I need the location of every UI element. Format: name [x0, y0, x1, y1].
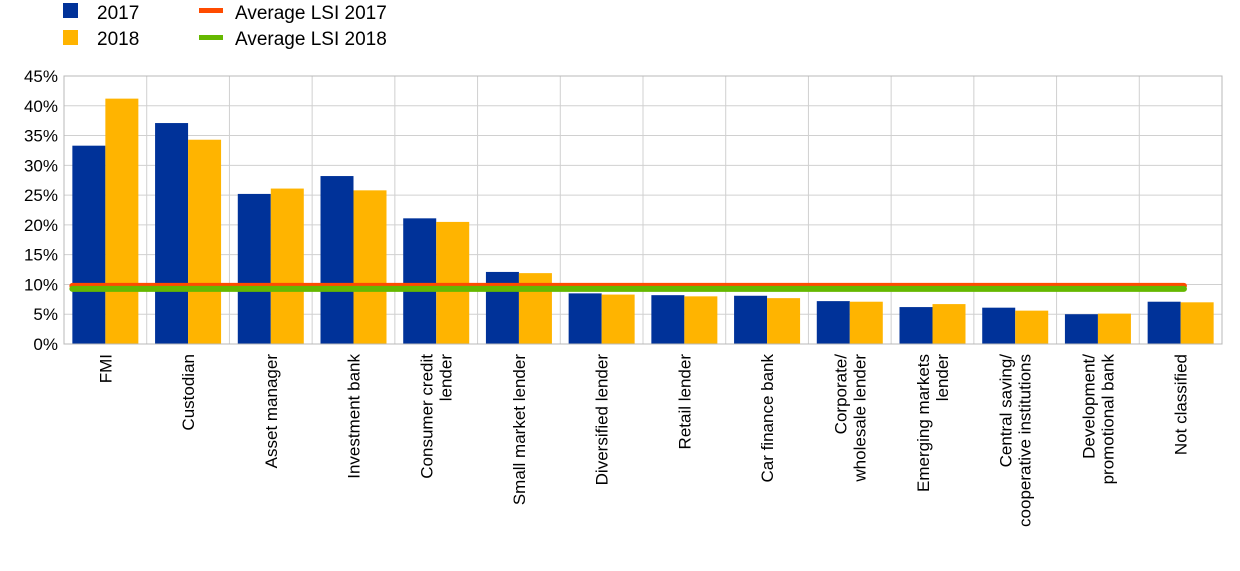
y-tick-label: 45%: [24, 67, 58, 86]
bars: [72, 98, 1214, 345]
x-tick-label: FMI: [96, 354, 115, 383]
x-tick-label-line: Investment bank: [345, 354, 364, 479]
x-tick-label-line: Custodian: [179, 354, 198, 431]
bar-2018: [767, 298, 801, 344]
x-tick-label-line: Small market lender: [510, 354, 529, 506]
x-tick-label: Investment bank: [345, 354, 364, 479]
legend-label-average-lsi-2017: Average LSI 2017: [235, 3, 387, 24]
x-tick-label-line: Consumer credit: [418, 354, 437, 479]
bar-2017: [155, 123, 189, 344]
legend-swatch-average-lsi-2018: [199, 35, 223, 40]
bar-2018: [601, 294, 635, 344]
bar-2017: [320, 176, 354, 344]
x-tick-label-line: Asset manager: [262, 354, 281, 469]
bar-2017: [237, 193, 271, 344]
x-tick-label-line: Diversified lender: [593, 354, 612, 486]
x-tick-label-line: Corporate/: [831, 354, 850, 435]
x-tick-label: Retail lender: [675, 354, 694, 450]
legend-label-2018: 2018: [97, 29, 139, 50]
x-tick-label: Development/promotional bank: [1079, 354, 1117, 485]
plot-frame: [63, 75, 1223, 345]
x-tick-label-line: Retail lender: [675, 354, 694, 450]
y-tick-label: 20%: [24, 216, 58, 235]
x-tick-label: Not classified: [1172, 354, 1191, 455]
x-tick-label: Corporate/wholesale lender: [831, 354, 869, 483]
x-axis: FMI Custodian Asset manager Investment bank…: [96, 354, 1190, 527]
x-tick-label-line: wholesale lender: [850, 354, 869, 483]
x-tick-label: Custodian: [179, 354, 198, 431]
gridlines: [64, 75, 1222, 345]
bar-2018: [1180, 302, 1214, 344]
x-tick-label: Diversified lender: [593, 354, 612, 486]
legend-swatch-average-lsi-2017: [199, 8, 223, 13]
x-tick-label: Small market lender: [510, 354, 529, 506]
x-tick-label: Asset manager: [262, 354, 281, 469]
legend-label-average-lsi-2018: Average LSI 2018: [235, 29, 387, 50]
x-tick-label-line: Car finance bank: [758, 354, 777, 483]
bar-2017: [651, 295, 685, 344]
bar-2017: [568, 293, 602, 344]
bar-2018: [353, 190, 387, 344]
bar-2017: [403, 218, 437, 344]
bar-2017: [816, 301, 850, 344]
x-tick-label-line: lender: [437, 354, 456, 402]
average-lines: [69, 282, 1187, 292]
bar-2017: [1147, 301, 1181, 344]
bar-2017: [1064, 314, 1098, 344]
bar-2018: [849, 301, 883, 344]
y-tick-label: 15%: [24, 246, 58, 265]
bar-2017: [72, 145, 106, 344]
bar-2017: [485, 271, 519, 344]
x-tick-label: Consumer credit lender: [418, 354, 456, 479]
y-tick-label: 35%: [24, 127, 58, 146]
legend-swatch-2018: [63, 30, 78, 45]
bar-2018: [188, 139, 222, 344]
bar-2018: [932, 304, 966, 344]
bar-2018: [105, 98, 139, 345]
x-tick-label-line: cooperative institutions: [1016, 354, 1035, 527]
bar-2018: [270, 188, 304, 344]
bar-2018: [684, 296, 718, 344]
y-axis: 0% 5% 10% 15% 20% 25% 30% 35% 40% 45%: [24, 67, 58, 354]
x-tick-label-line: FMI: [96, 354, 115, 383]
x-tick-label: Emerging markets lender: [914, 354, 952, 492]
x-tick-label: Car finance bank: [758, 354, 777, 483]
y-tick-label: 5%: [33, 305, 58, 324]
y-tick-label: 40%: [24, 97, 58, 116]
bar-2018: [1015, 310, 1049, 344]
bar-2018: [1097, 313, 1131, 344]
x-tick-label-line: Central saving/: [997, 354, 1016, 468]
y-tick-label: 25%: [24, 186, 58, 205]
y-tick-label: 10%: [24, 275, 58, 294]
y-tick-label: 0%: [33, 335, 58, 354]
y-tick-label: 30%: [24, 156, 58, 175]
legend-swatch-2017: [63, 3, 78, 18]
bar-2017: [734, 295, 768, 344]
legend: 2017 2018 Average LSI 2017 Average LSI 2…: [63, 3, 387, 50]
bar-2017: [982, 307, 1016, 344]
bar-2017: [899, 307, 933, 344]
x-tick-label-line: promotional bank: [1098, 354, 1117, 485]
x-tick-label: Central saving/cooperative institutions: [997, 354, 1035, 527]
x-tick-label-line: Emerging markets: [914, 354, 933, 492]
x-tick-label-line: Not classified: [1172, 354, 1191, 455]
legend-label-2017: 2017: [97, 3, 139, 24]
x-tick-label-line: Development/: [1079, 354, 1098, 459]
x-tick-label-line: lender: [933, 354, 952, 402]
